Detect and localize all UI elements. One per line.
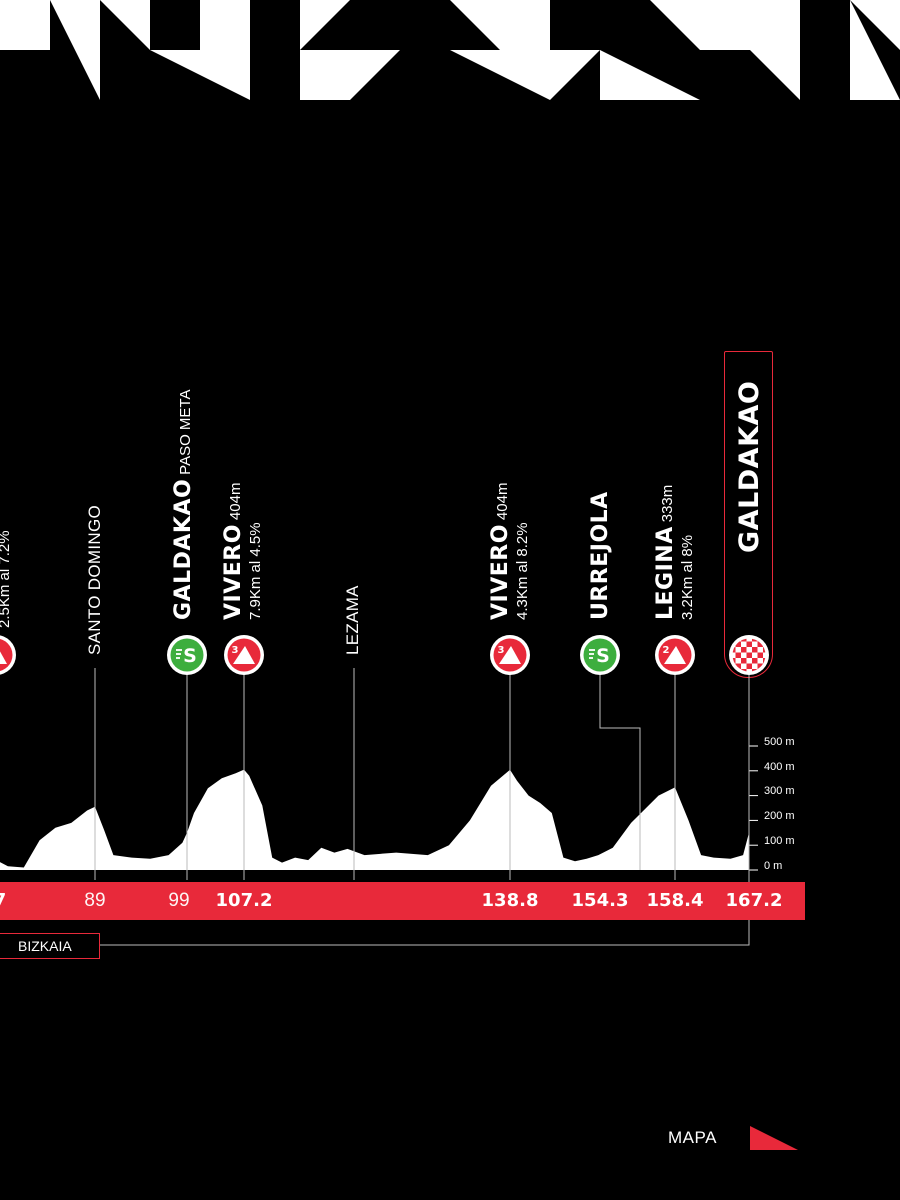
finish-flag-square: [732, 658, 736, 664]
finish-flag-square: [757, 641, 763, 647]
header-pattern: [0, 0, 900, 100]
finish-flag-square: [732, 652, 736, 658]
finish-flag-square: [741, 647, 747, 653]
finish-flag-square: [746, 663, 752, 669]
finish-flag-square: [763, 638, 766, 642]
finish-flag-square: [741, 669, 747, 672]
finish-flag-square: [757, 658, 763, 664]
label-prev-climb: 2.5Km al 7.2%: [0, 530, 13, 628]
label-vivero-1: VIVERO404m 7.9Km al 4.5%: [221, 482, 264, 620]
finish-flag-square: [763, 658, 766, 664]
finish-flag-square: [746, 669, 752, 672]
finish-flag-square: [752, 663, 758, 669]
finish-flag-square: [763, 669, 766, 672]
finish-flag-square: [763, 647, 766, 653]
mountain-icon-cat: 2: [663, 645, 670, 656]
sprint-icon-disc: [170, 638, 204, 672]
finish-flag-square: [735, 647, 741, 653]
finish-flag-square: [735, 641, 741, 647]
km-label: 7: [0, 890, 40, 911]
mapa-link[interactable]: MAPA: [668, 1128, 717, 1147]
finish-flag-square: [741, 652, 747, 658]
km-label: 89: [84, 890, 106, 911]
region-tag: BIZKAIA: [0, 933, 100, 959]
elevation-profile-area: [0, 769, 749, 870]
finish-flag-square: [732, 669, 736, 672]
finish-flag-square: [735, 652, 741, 658]
km-label: 138.8: [481, 890, 539, 911]
km-label: 99: [168, 890, 190, 911]
label-finish-galdakao: GALDAKAO: [734, 380, 765, 553]
mountain-icon-peak: [499, 646, 521, 664]
finish-flag-square: [746, 658, 752, 664]
km-label: 107.2: [215, 890, 273, 911]
label-urrejola: URREJOLA: [588, 491, 613, 620]
finish-flag-square: [752, 638, 758, 642]
label-legina: LEGINA333m 3.2Km al 8%: [653, 484, 696, 620]
finish-flag-square: [746, 641, 752, 647]
finish-flag-square: [732, 647, 736, 653]
finish-flag-square: [757, 663, 763, 669]
mountain-icon-peak: [233, 646, 255, 664]
finish-flag-square: [752, 647, 758, 653]
mountain-icon-peak: [664, 646, 686, 664]
y-tick-label: 0 m: [764, 860, 783, 872]
finish-flag-square: [757, 647, 763, 653]
finish-flag-square: [741, 663, 747, 669]
marker-line: [599, 668, 641, 870]
y-tick-label: 200 m: [764, 810, 795, 822]
mountain-icon-cat: 3: [232, 645, 239, 656]
label-vivero-2: VIVERO404m 4.3Km al 8.2%: [488, 482, 531, 620]
finish-flag-square: [746, 638, 752, 642]
y-tick-label: 400 m: [764, 761, 795, 773]
finish-flag-square: [752, 658, 758, 664]
label-galdakao-sprint: GALDAKAOPASO META: [171, 389, 196, 620]
finish-flag-square: [746, 652, 752, 658]
sprint-icon-glyph: S: [183, 645, 197, 667]
km-bar: [0, 882, 805, 920]
mountain-icon-cat: 3: [498, 645, 505, 656]
y-tick-label: 500 m: [764, 736, 795, 748]
y-tick-label: 300 m: [764, 785, 795, 797]
finish-flag-square: [741, 638, 747, 642]
finish-flag-square: [752, 669, 758, 672]
finish-flag-square: [741, 658, 747, 664]
finish-flag-square: [741, 641, 747, 647]
finish-flag-square: [752, 641, 758, 647]
label-lezama: LEZAMA: [343, 585, 362, 655]
finish-flag-square: [752, 652, 758, 658]
km-label: 158.4: [646, 890, 704, 911]
km-label: 167.2: [725, 890, 783, 911]
km-label: 154.3: [571, 890, 629, 911]
y-tick-label: 100 m: [764, 835, 795, 847]
finish-flag-square: [763, 652, 766, 658]
sprint-icon-disc: [583, 638, 617, 672]
arrow-icon[interactable]: [750, 1126, 800, 1152]
mountain-icon-peak: [0, 651, 7, 664]
finish-flag-square: [735, 658, 741, 664]
sprint-icon-glyph: S: [596, 645, 610, 667]
label-santo-domingo: SANTO DOMINGO: [85, 505, 104, 655]
finish-flag-square: [757, 652, 763, 658]
finish-flag-square: [732, 638, 736, 642]
finish-flag-square: [735, 663, 741, 669]
finish-flag-square: [746, 647, 752, 653]
